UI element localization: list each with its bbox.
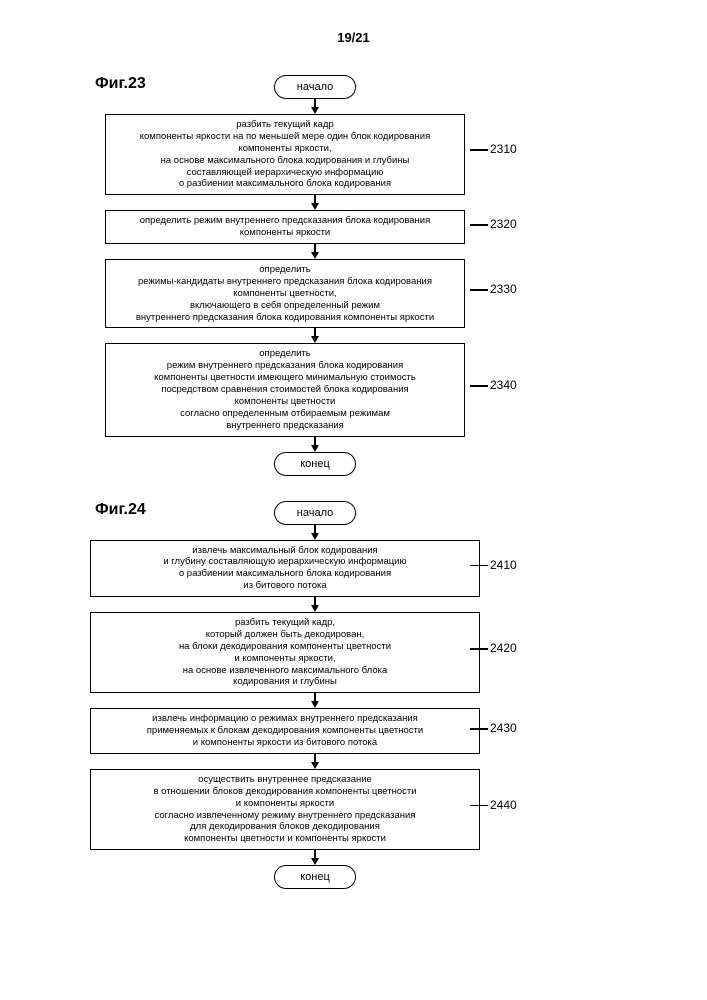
fig24-step-2410: извлечь максимальный блок кодирования и … bbox=[90, 540, 480, 598]
fig23-step-2330: определить режимы-кандидаты внутреннего … bbox=[105, 259, 465, 328]
fig24-flowchart: начало извлечь максимальный блок кодиров… bbox=[95, 501, 615, 890]
fig23-ref-2320: 2320 bbox=[490, 217, 517, 231]
fig23-start: начало bbox=[274, 75, 356, 99]
fig23-flowchart: начало разбить текущий кадр компоненты я… bbox=[95, 75, 615, 476]
fig24-step-2420: разбить текущий кадр, который должен быт… bbox=[90, 612, 480, 693]
fig24-step-2430: извлечь информацию о режимах внутреннего… bbox=[90, 708, 480, 754]
fig24-ref-2410: 2410 bbox=[490, 558, 517, 572]
fig23-ref-2310: 2310 bbox=[490, 142, 517, 156]
fig24-ref-2440: 2440 bbox=[490, 798, 517, 812]
page-number: 19/21 bbox=[0, 30, 707, 45]
fig24-start: начало bbox=[274, 501, 356, 525]
fig24-end: конец bbox=[274, 865, 356, 889]
fig23-step-2310: разбить текущий кадр компоненты яркости … bbox=[105, 114, 465, 195]
fig24-step-2440: осуществить внутреннее предсказание в от… bbox=[90, 769, 480, 850]
fig23-ref-2330: 2330 bbox=[490, 282, 517, 296]
fig23-end: конец bbox=[274, 452, 356, 476]
fig24-ref-2430: 2430 bbox=[490, 721, 517, 735]
fig23-step-2320: определить режим внутреннего предсказани… bbox=[105, 210, 465, 244]
fig23-step-2340: определить режим внутреннего предсказани… bbox=[105, 343, 465, 436]
fig24-ref-2420: 2420 bbox=[490, 641, 517, 655]
fig23-ref-2340: 2340 bbox=[490, 378, 517, 392]
